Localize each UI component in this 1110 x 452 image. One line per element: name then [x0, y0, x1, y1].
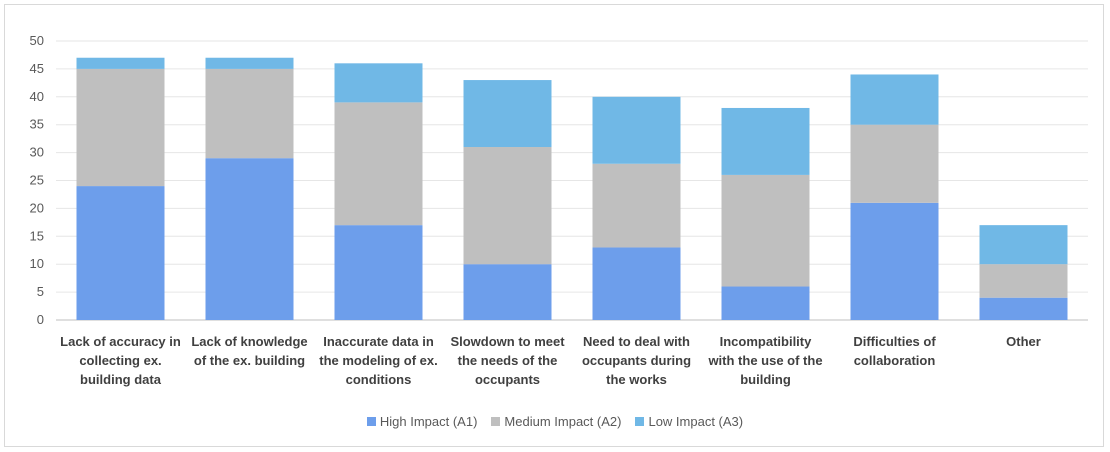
bar-segment — [334, 63, 423, 103]
bar-segment — [334, 102, 423, 226]
y-tick-label: 20 — [30, 200, 44, 215]
x-tick-label: Slowdown to meet the needs of the occupant… — [450, 334, 565, 387]
bar-segment — [463, 147, 552, 265]
bar-segment — [205, 57, 294, 69]
bar-segment — [850, 74, 939, 125]
y-tick-label: 50 — [30, 33, 44, 48]
bar-segment — [721, 286, 810, 320]
y-tick-label: 30 — [30, 145, 44, 160]
bar-segment — [205, 68, 294, 159]
bar-segment — [76, 57, 165, 69]
bar-segment — [979, 264, 1068, 298]
y-tick-label: 10 — [30, 256, 44, 271]
x-axis: Lack of accuracy in collecting ex. buildin… — [60, 334, 1041, 387]
legend-swatch — [491, 417, 501, 426]
x-tick-label: Incompatibility with the use of the buildi… — [707, 334, 822, 387]
x-tick-label: Lack of knowledge of the ex. building — [191, 334, 307, 368]
legend-swatch — [635, 417, 645, 426]
legend-label: Medium Impact (A2) — [504, 414, 622, 429]
y-tick-label: 5 — [37, 284, 44, 299]
stacked-bar-chart: 0 5 10 15 20 25 30 35 40 45 50 Lack of accuracy in… — [30, 33, 1088, 387]
y-axis: 0 5 10 15 20 25 30 35 40 45 50 — [30, 33, 44, 327]
bar-segment — [463, 80, 552, 148]
bar-segment — [721, 107, 810, 175]
bar-segment — [76, 68, 165, 187]
legend-label: Low Impact (A3) — [648, 414, 744, 429]
bars — [76, 57, 1068, 320]
x-tick-label: Lack of accuracy in collecting ex. buildin… — [60, 334, 181, 387]
bar-segment — [205, 158, 294, 320]
y-tick-label: 45 — [30, 61, 44, 76]
bar-segment — [76, 186, 165, 320]
bar-segment — [721, 174, 810, 287]
legend-item: Medium Impact (A2) — [491, 414, 621, 429]
bar-segment — [592, 247, 681, 320]
legend-item: Low Impact (A3) — [635, 414, 743, 429]
legend: High Impact (A1) Medium Impact (A2) Low Im… — [0, 414, 1110, 429]
bar-segment — [850, 124, 939, 203]
y-tick-label: 35 — [30, 117, 44, 132]
bar-segment — [979, 225, 1068, 265]
y-tick-label: 40 — [30, 89, 44, 104]
bar-segment — [334, 225, 423, 320]
bar-segment — [592, 96, 681, 164]
y-tick-label: 25 — [30, 173, 44, 188]
bar-segment — [979, 297, 1068, 320]
x-tick-label: Inaccurate data in the modeling of ex. con… — [319, 334, 437, 387]
bar-segment — [463, 264, 552, 320]
legend-label: High Impact (A1) — [379, 414, 478, 429]
y-tick-label: 15 — [30, 228, 44, 243]
legend-swatch — [366, 417, 376, 426]
y-tick-label: 0 — [37, 312, 44, 327]
x-tick-label: Need to deal with occupants during the wor… — [582, 334, 691, 387]
bar-segment — [592, 163, 681, 248]
x-tick-label: Difficulties of collaboration — [853, 334, 936, 368]
bar-segment — [850, 202, 939, 320]
x-tick-label: Other — [1006, 334, 1041, 349]
legend-item: High Impact (A1) — [366, 414, 478, 429]
